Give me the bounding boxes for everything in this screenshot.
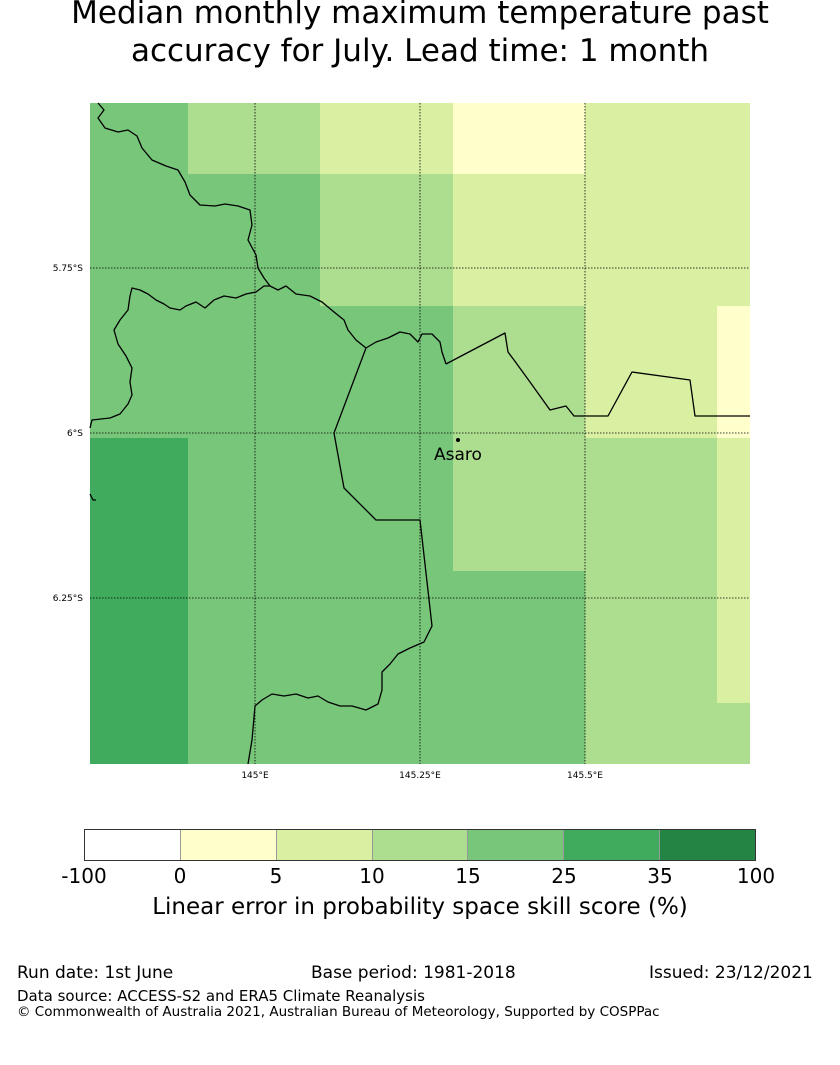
issued-date: Issued: 23/12/2021 [649,963,813,983]
lon-label-145: 145°E [241,771,269,781]
run-date: Run date: 1st June [17,963,174,983]
graticule [90,103,750,764]
colorbar-tick-1: -100 [61,864,107,888]
grid-cell-13 [585,438,717,764]
grid-cell-10 [453,306,585,571]
grid-cell-8 [453,103,585,174]
grid-cell-1 [90,103,188,438]
grid-cell-11 [453,571,585,764]
base-period: Base period: 1981-2018 [311,963,516,983]
colorbar-segment-3 [276,830,373,860]
grid-cell-15 [717,306,750,438]
grid-cell-9 [453,174,585,306]
grid-cell-17 [717,703,750,764]
colorbar-tick-2: 0 [173,864,187,888]
colorbar-tick-6: 25 [551,864,577,888]
colorbar-segment-2 [180,830,277,860]
colorbar-tick-8: 100 [736,864,776,888]
colorbar-segment-4 [372,830,469,860]
grid-cell-16 [717,438,750,703]
grid-cell-6 [320,174,453,306]
colorbar-tick-5: 15 [455,864,481,888]
colorbar-tick-4: 10 [359,864,385,888]
colorbar-segment-5 [468,830,565,860]
lat-label-6-25: 6.25°S [53,594,84,604]
place-label-asaro: Asaro [434,445,482,465]
map-panel: Asaro 5.75°S 6°S 6.25°S 145°E 145.25°E 1… [53,102,750,781]
colorbar-tick-3: 5 [269,864,283,888]
lat-label-5-75: 5.75°S [53,264,84,274]
colorbar-segment-1 [85,830,181,860]
lon-label-145-25: 145.25°E [399,771,441,781]
boundary-west-loop [89,285,270,429]
grid-cell-7 [320,306,453,764]
chart-title: Median monthly maximum temperature past … [0,0,840,70]
boundary-central [247,347,433,765]
colorbar-tick-7: 35 [647,864,673,888]
boundaries [89,102,750,765]
title-line-1: Median monthly maximum temperature past [71,0,769,31]
data-source: Data source: ACCESS-S2 and ERA5 Climate … [17,987,425,1005]
colorbar-label: Linear error in probability space skill … [152,894,688,920]
grid-cell-12 [585,103,717,438]
grid-cell-5 [320,103,453,174]
title-line-2: accuracy for July. Lead time: 1 month [130,33,710,69]
grid-cell-2 [90,438,188,764]
boundary-west-stub [89,493,96,501]
skill-grid [90,103,750,764]
grid-cell-14 [717,103,750,306]
boundary-east [445,332,750,417]
lat-label-6: 6°S [67,429,83,439]
colorbar-segment-6 [564,830,661,860]
grid-cell-3 [188,103,320,174]
grid-cell-4 [188,174,320,764]
colorbar [84,829,756,861]
lon-label-145-5: 145.5°E [567,771,603,781]
copyright: © Commonwealth of Australia 2021, Austra… [17,1004,660,1020]
place-marker-asaro [456,438,460,442]
colorbar-segment-7 [660,830,756,860]
boundary-northwest [97,102,447,365]
